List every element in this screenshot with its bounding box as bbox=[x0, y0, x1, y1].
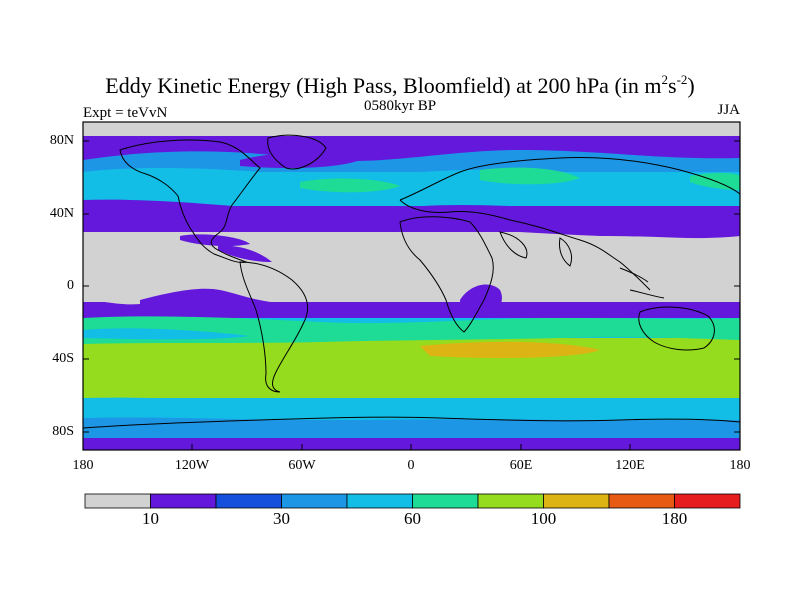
lon-label-120w: 120W bbox=[174, 458, 210, 473]
colorbar-swatch bbox=[608, 493, 675, 509]
colorbar-swatch bbox=[477, 493, 544, 509]
colorbar-swatch bbox=[84, 493, 151, 509]
lat-label-40n: 40N bbox=[49, 206, 74, 221]
colorbar-swatch bbox=[674, 493, 741, 509]
lat-label-80s: 80S bbox=[52, 424, 74, 439]
lon-label-0: 0 bbox=[407, 458, 415, 473]
lon-label-60w: 60W bbox=[288, 458, 316, 473]
coastlines bbox=[83, 134, 740, 429]
lon-label-180e: 180 bbox=[729, 458, 751, 473]
axis-ticks bbox=[83, 140, 740, 450]
map-title: Eddy Kinetic Energy (High Pass, Bloomfie… bbox=[105, 72, 695, 98]
lon-label-60e: 60E bbox=[509, 458, 533, 473]
colorbar-label: 60 bbox=[404, 509, 421, 528]
colorbar-label: 180 bbox=[661, 509, 688, 528]
colorbar-swatch bbox=[346, 493, 413, 509]
season-label: JJA bbox=[717, 102, 740, 118]
colorbar-swatch bbox=[412, 493, 479, 509]
map-subtitle: 0580kyr BP bbox=[363, 98, 437, 114]
colorbar-label: 30 bbox=[273, 509, 290, 528]
contour-field bbox=[83, 122, 740, 450]
colorbar-label: 100 bbox=[530, 509, 557, 528]
colorbar-label: 10 bbox=[142, 509, 159, 528]
colorbar-swatch bbox=[281, 493, 348, 509]
colorbar bbox=[84, 493, 741, 509]
lat-label-eq: 0 bbox=[67, 278, 74, 293]
colorbar-swatch bbox=[543, 493, 610, 509]
lat-label-80n: 80N bbox=[49, 133, 74, 148]
experiment-label: Expt = teVvN bbox=[83, 105, 168, 121]
lon-label-120e: 120E bbox=[615, 458, 645, 473]
lat-label-40s: 40S bbox=[52, 351, 74, 366]
lon-label-180w: 180 bbox=[72, 458, 94, 473]
colorbar-swatch bbox=[150, 493, 217, 509]
colorbar-swatch bbox=[215, 493, 282, 509]
